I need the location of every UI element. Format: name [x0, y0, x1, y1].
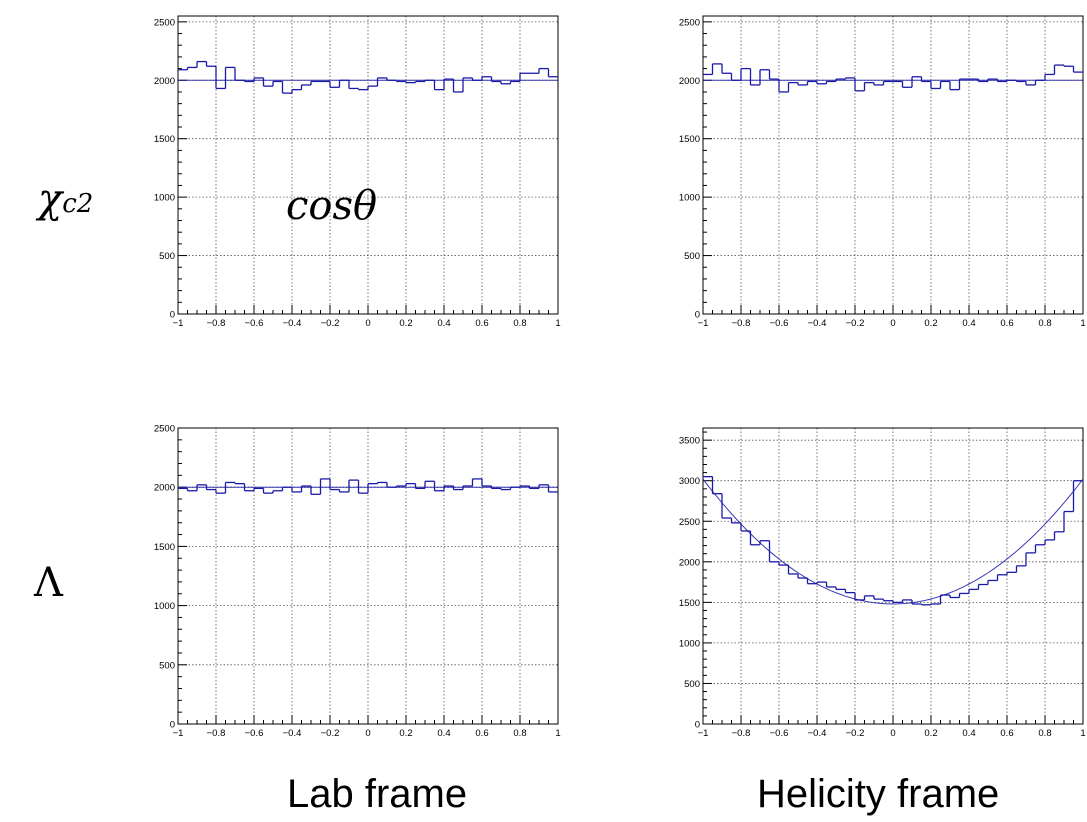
x-tick-label: 1 [555, 728, 560, 739]
x-tick-label: 0.6 [475, 728, 488, 739]
y-tick-label: 0 [170, 720, 175, 731]
row-label-lambda: Λ [34, 560, 63, 606]
column-label-helicity-frame: Helicity frame [757, 772, 1000, 816]
x-tick-label: 0.6 [1000, 318, 1013, 329]
x-tick-label: −0.6 [245, 728, 264, 739]
fit-curve [702, 478, 1084, 605]
y-tick-label: 1000 [154, 193, 175, 204]
x-tick-label: −0.6 [770, 728, 789, 739]
x-tick-label: −0.6 [770, 318, 789, 329]
x-tick-label: −0.2 [321, 318, 340, 329]
x-tick-label: 0.6 [475, 318, 488, 329]
x-tick-label: 0.8 [1038, 728, 1051, 739]
chart-panel-lambda-lab: −1 −0.8 −0.6 −0.4 −0.2 0 0.2 0.4 0.6 0.8 1 0 500 1000… [154, 424, 561, 740]
x-tick-label: 1 [1080, 318, 1085, 329]
y-tick-label: 1500 [679, 598, 700, 609]
x-tick-label: 0.6 [1000, 728, 1013, 739]
histogram-series [178, 60, 558, 94]
x-tick-label: −0.6 [245, 318, 264, 329]
histogram-series [178, 478, 558, 495]
x-tick-label: 0.4 [962, 728, 975, 739]
x-tick-label: −1 [698, 318, 709, 329]
x-tick-label: −0.2 [846, 318, 865, 329]
x-tick-label: −0.8 [732, 318, 751, 329]
x-tick-label: 0.8 [513, 318, 526, 329]
x-tick-label: −0.8 [732, 728, 751, 739]
y-tick-label: 0 [695, 720, 700, 731]
x-tick-label: 0.2 [399, 728, 412, 739]
y-tick-label: 1500 [154, 542, 175, 553]
histogram-series [703, 63, 1083, 93]
y-tick-label: 2500 [679, 17, 700, 28]
chart-panel-chi-c2-lab: −1 −0.8 −0.6 −0.4 −0.2 0 0.2 0.4 0.6 0.8 1 0 500 1000… [154, 15, 561, 329]
row-label-chi-sub: c2 [62, 189, 94, 219]
x-tick-label: 0 [365, 728, 370, 739]
y-tick-label: 3500 [679, 436, 700, 447]
y-tick-label: 500 [684, 679, 700, 690]
y-tick-label: 1000 [679, 193, 700, 204]
y-tick-label: 0 [170, 310, 175, 321]
x-tick-label: −0.4 [808, 728, 827, 739]
x-tick-label: 0.8 [1038, 318, 1051, 329]
x-tick-label: 0.2 [924, 728, 937, 739]
x-tick-label: 1 [555, 318, 560, 329]
y-tick-label: 500 [159, 251, 175, 262]
y-tick-label: 1000 [679, 638, 700, 649]
x-tick-label: −0.8 [207, 318, 226, 329]
histogram-series [703, 476, 1083, 606]
x-tick-label: 0 [890, 728, 895, 739]
row-label-chi-base: χ [38, 176, 63, 222]
y-tick-label: 2000 [679, 557, 700, 568]
chart-panel-lambda-helicity: −1 −0.8 −0.6 −0.4 −0.2 0 0.2 0.4 0.6 0.8 1 0 500 1000… [679, 427, 1086, 739]
y-tick-label: 3000 [679, 476, 700, 487]
x-tick-label: −0.2 [321, 728, 340, 739]
x-tick-label: 0.4 [437, 318, 450, 329]
x-tick-label: 0.2 [924, 318, 937, 329]
x-tick-label: 0.4 [437, 728, 450, 739]
x-tick-label: 0.8 [513, 728, 526, 739]
y-tick-label: 1500 [679, 134, 700, 145]
y-tick-label: 1000 [154, 601, 175, 612]
x-tick-label: −0.8 [207, 728, 226, 739]
y-tick-label: 500 [159, 660, 175, 671]
column-label-lab-frame: Lab frame [287, 772, 468, 816]
y-tick-label: 2500 [679, 517, 700, 528]
y-tick-label: 500 [684, 251, 700, 262]
y-tick-label: 1500 [154, 134, 175, 145]
x-tick-label: −0.2 [846, 728, 865, 739]
x-tick-label: −1 [173, 318, 184, 329]
x-tick-label: −0.4 [283, 318, 302, 329]
y-tick-label: 0 [695, 310, 700, 321]
x-tick-label: −1 [698, 728, 709, 739]
overlay-label-cos-theta: cosθ [286, 183, 378, 229]
x-tick-label: 0 [365, 318, 370, 329]
chart-panel-chi-c2-helicity: −1 −0.8 −0.6 −0.4 −0.2 0 0.2 0.4 0.6 0.8 1 0 500 1000… [679, 15, 1086, 329]
x-tick-label: 0 [890, 318, 895, 329]
x-tick-label: 0.2 [399, 318, 412, 329]
y-tick-label: 2500 [154, 17, 175, 28]
x-tick-label: −0.4 [808, 318, 827, 329]
x-tick-label: 1 [1080, 728, 1085, 739]
x-tick-label: 0.4 [962, 318, 975, 329]
row-label-chi-c2: χc2 [38, 176, 93, 222]
y-tick-label: 2000 [154, 76, 175, 87]
x-tick-label: −1 [173, 728, 184, 739]
x-tick-label: −0.4 [283, 728, 302, 739]
y-tick-label: 2000 [679, 76, 700, 87]
y-tick-label: 2000 [154, 483, 175, 494]
y-tick-label: 2500 [154, 424, 175, 435]
